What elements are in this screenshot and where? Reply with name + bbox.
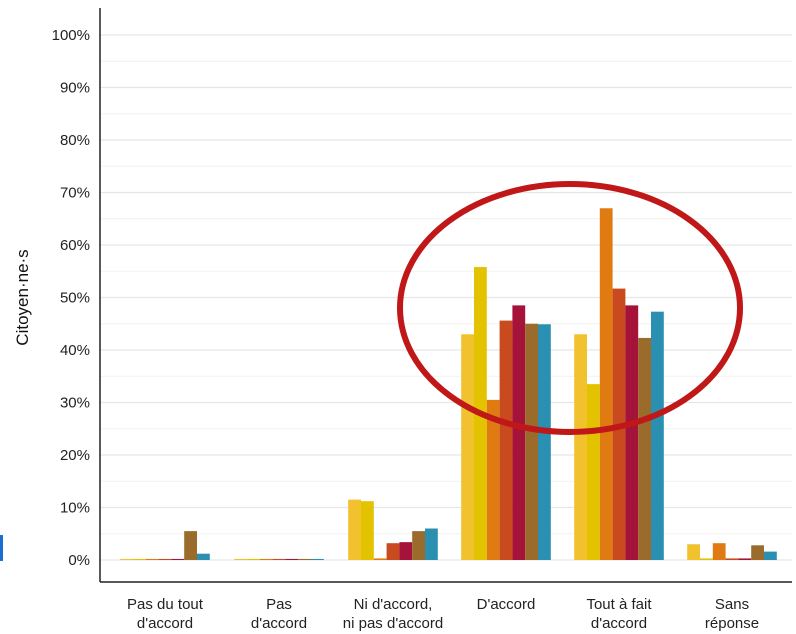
highlight-ellipse (397, 181, 743, 435)
bar (272, 558, 286, 560)
y-tick-label: 60% (60, 237, 90, 254)
bar (197, 553, 210, 560)
y-tick-label: 100% (52, 27, 90, 44)
bar (499, 320, 513, 560)
bar (158, 558, 172, 560)
x-category-label: d'accord (251, 615, 307, 632)
bar (184, 531, 197, 560)
bar (120, 558, 133, 560)
x-category-label: Ni d'accord, (354, 596, 433, 613)
x-category-label: réponse (705, 615, 759, 632)
bar (651, 311, 664, 560)
y-tick-label: 90% (60, 80, 90, 97)
bar (386, 543, 400, 560)
x-category-label: ni pas d'accord (343, 615, 443, 632)
x-category-label: Tout à fait (586, 596, 652, 613)
bar (348, 499, 361, 560)
bar (425, 528, 438, 560)
bar (625, 305, 639, 560)
bar (512, 305, 526, 560)
bar (751, 545, 764, 560)
bar (247, 558, 260, 560)
y-tick-label: 70% (60, 185, 90, 202)
bar (285, 558, 299, 560)
y-tick-label: 10% (60, 500, 90, 517)
bar (764, 551, 777, 560)
x-category-label: d'accord (137, 615, 193, 632)
bar (311, 558, 324, 560)
bar (399, 542, 413, 560)
bar (587, 384, 600, 560)
bar (638, 337, 651, 560)
x-category-label: d'accord (591, 615, 647, 632)
bar (171, 558, 185, 560)
edge-marker (0, 535, 3, 561)
bar (700, 558, 713, 560)
bar (599, 208, 613, 560)
bar (133, 558, 146, 560)
bar (525, 323, 538, 560)
bar (412, 531, 425, 560)
bar (725, 558, 739, 560)
bar (538, 324, 551, 560)
x-category-label: Pas (266, 596, 292, 613)
x-category-label: Sans (715, 596, 749, 613)
bar (259, 558, 273, 560)
bar (687, 544, 700, 560)
y-tick-label: 40% (60, 342, 90, 359)
bar (234, 558, 247, 560)
x-category-label: D'accord (477, 596, 536, 613)
bar (574, 334, 587, 560)
x-category-label: Pas du tout (127, 596, 204, 613)
bar (738, 558, 752, 560)
bar (298, 558, 311, 560)
y-tick-label: 50% (60, 290, 90, 307)
y-tick-label: 30% (60, 395, 90, 412)
bar (373, 558, 387, 560)
y-tick-label: 20% (60, 447, 90, 464)
bar (486, 399, 500, 560)
bar (712, 543, 726, 560)
y-tick-label: 0% (68, 552, 90, 569)
bar (145, 558, 159, 560)
y-axis-title: Citoyen·ne·s (13, 249, 32, 345)
bar (361, 501, 374, 560)
y-tick-label: 80% (60, 132, 90, 149)
bar (461, 334, 474, 560)
